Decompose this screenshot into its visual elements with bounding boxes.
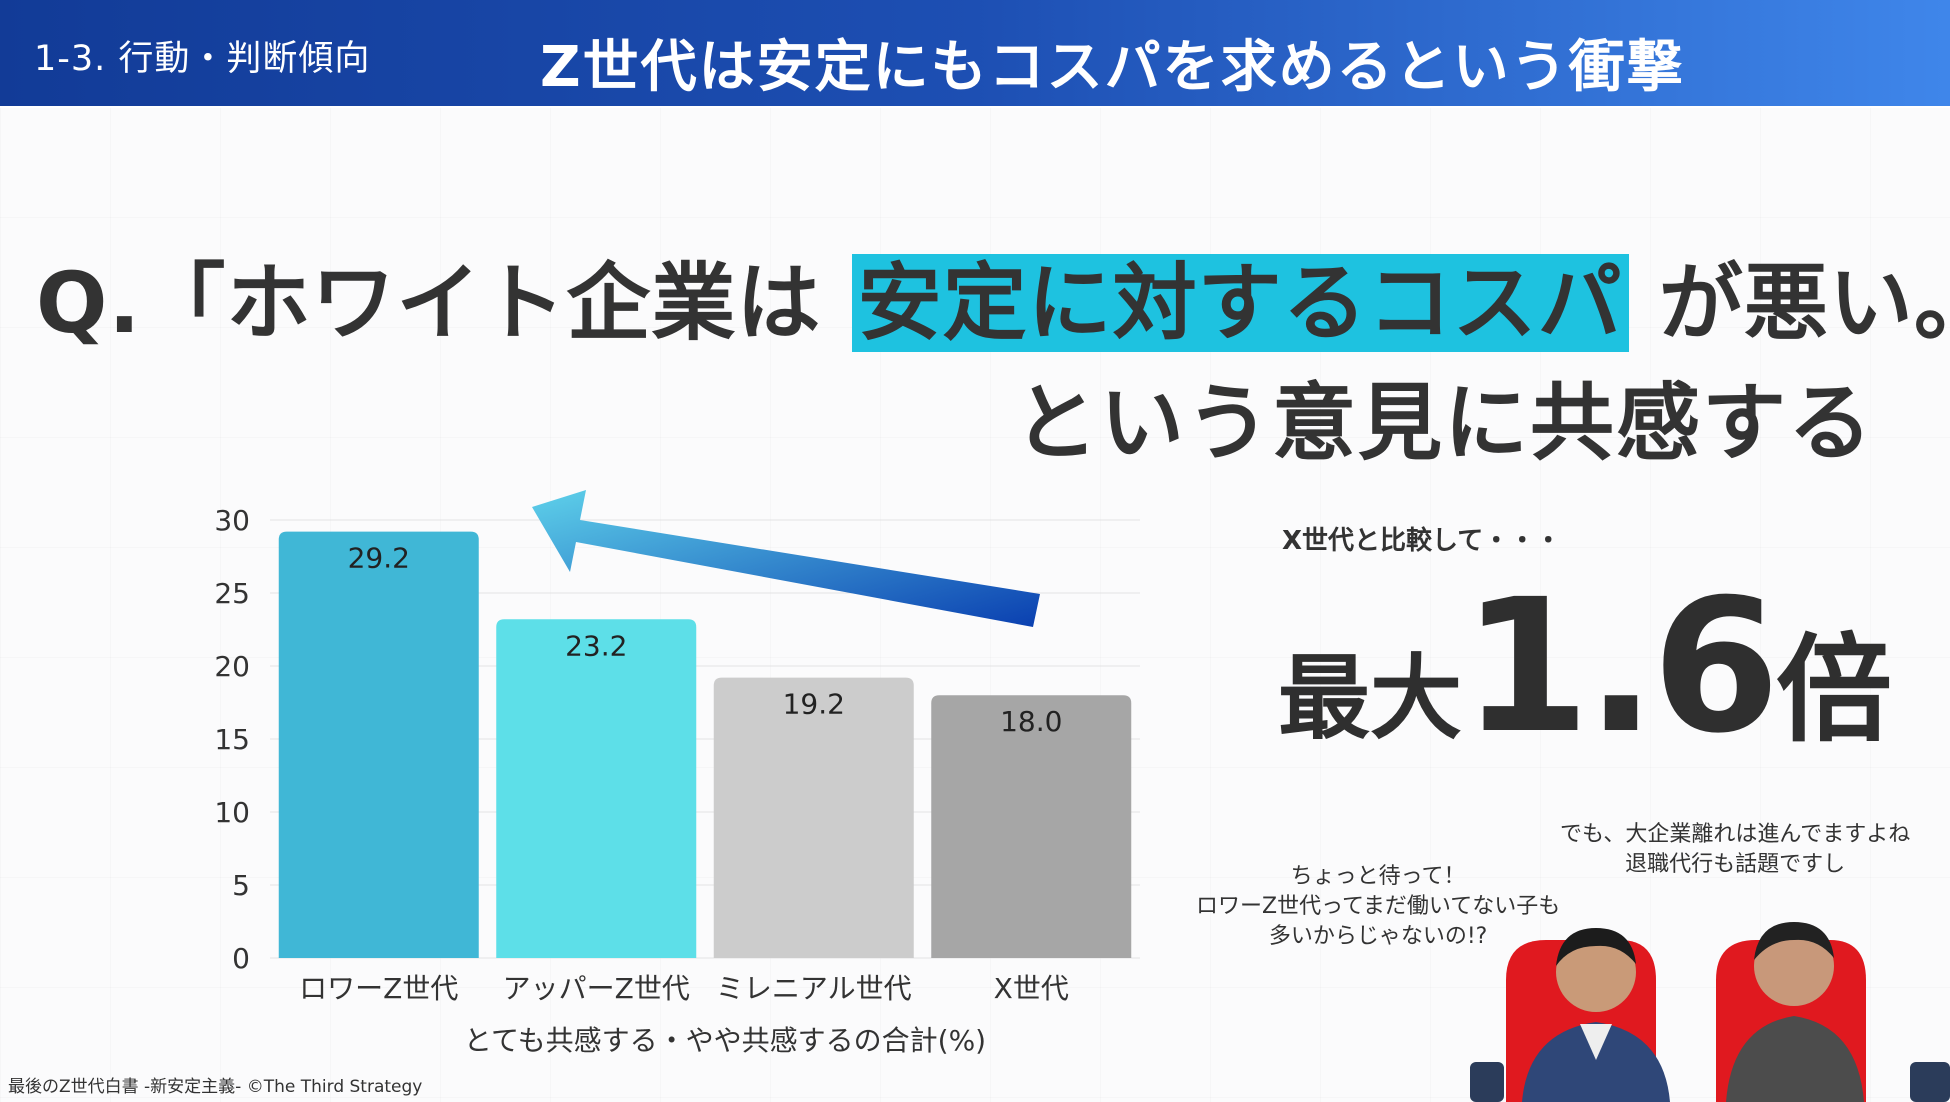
question-prefix: Q.「ホワイト企業は: [36, 254, 822, 352]
compare-label: X世代と比較して・・・: [1282, 526, 1562, 556]
question-highlight: 安定に対するコスパ: [851, 254, 1629, 352]
y-tick-label: 15: [214, 723, 250, 756]
question-line-1: Q.「ホワイト企業は 安定に対するコスパ が悪い。」: [36, 236, 1950, 357]
question-line-2: という意見に共感する: [1013, 374, 1874, 472]
y-tick-label: 30: [214, 504, 250, 537]
chair-left-arm: [1470, 1062, 1504, 1102]
question-suffix: が悪い。」: [1658, 254, 1950, 352]
category-label: アッパーZ世代: [503, 972, 690, 1005]
speech-left: ちょっと待って！ ロワーZ世代ってまだ働いてない子も 多いからじゃないの!?: [1196, 862, 1560, 952]
y-tick-label: 20: [214, 650, 250, 683]
category-label: ミレニアル世代: [716, 972, 912, 1005]
bar: [278, 531, 479, 958]
speech-left-line: ちょっと待って！: [1290, 864, 1466, 889]
bar: [713, 677, 914, 958]
bar-chart: 0 5 10 15 20 25 30 29.2 ロワーZ世代 23.2 アッパーZ世代 19.2 ミレニ…: [214, 490, 1140, 1057]
category-label: ロワーZ世代: [299, 972, 458, 1005]
presenter-right-body: [1726, 1016, 1864, 1102]
presenter-left-body: [1522, 1022, 1670, 1102]
category-label: X世代: [994, 972, 1069, 1005]
y-tick-label: 25: [214, 577, 250, 610]
y-tick-label: 5: [232, 869, 250, 902]
presenter-right-head: [1754, 926, 1834, 1006]
presenter-left-shirt: [1580, 1024, 1612, 1060]
presenters-illustration: [1470, 922, 1950, 1102]
section-label: 1-3. 行動・判断傾向: [34, 39, 371, 79]
speech-right-line: でも、大企業離れは進んでますよね: [1560, 822, 1911, 847]
speech-left-line: 多いからじゃないの!?: [1268, 924, 1488, 949]
bar: [496, 619, 697, 958]
presenter-left-hair: [1556, 928, 1636, 966]
header-bar: 1-3. 行動・判断傾向 Z世代は安定にもコスパを求めるという衝撃: [0, 0, 1950, 106]
data-label: 18.0: [1000, 705, 1062, 738]
speech-right-line: 退職代行も話題ですし: [1625, 852, 1846, 877]
y-tick-label: 0: [232, 942, 250, 975]
multiplier-suffix: 倍: [1775, 623, 1892, 758]
data-label: 29.2: [348, 542, 410, 575]
data-label: 19.2: [783, 688, 845, 721]
data-label: 23.2: [565, 629, 627, 662]
slide-title: Z世代は安定にもコスパを求めるという衝撃: [540, 35, 1685, 100]
footer-credit: 最後のZ世代白書 -新安定主義- ©The Third Strategy: [8, 1077, 423, 1097]
presenter-left-head: [1556, 932, 1636, 1012]
multiplier-prefix: 最大: [1278, 645, 1463, 752]
speech-right: でも、大企業離れは進んでますよね 退職代行も話題ですし: [1560, 820, 1910, 880]
multiplier-number: 1.6: [1462, 560, 1780, 774]
presenter-right-hair: [1754, 922, 1834, 960]
x-axis-title: とても共感する・やや共感するの合計(%): [464, 1024, 986, 1057]
trend-arrow: [532, 490, 1040, 627]
speech-left-line: ロワーZ世代ってまだ働いてない子も: [1196, 894, 1561, 919]
y-tick-label: 10: [214, 796, 250, 829]
multiplier-callout: 最大1.6倍: [1278, 560, 1892, 774]
chair-right-arm: [1910, 1062, 1950, 1102]
bar: [931, 695, 1132, 958]
